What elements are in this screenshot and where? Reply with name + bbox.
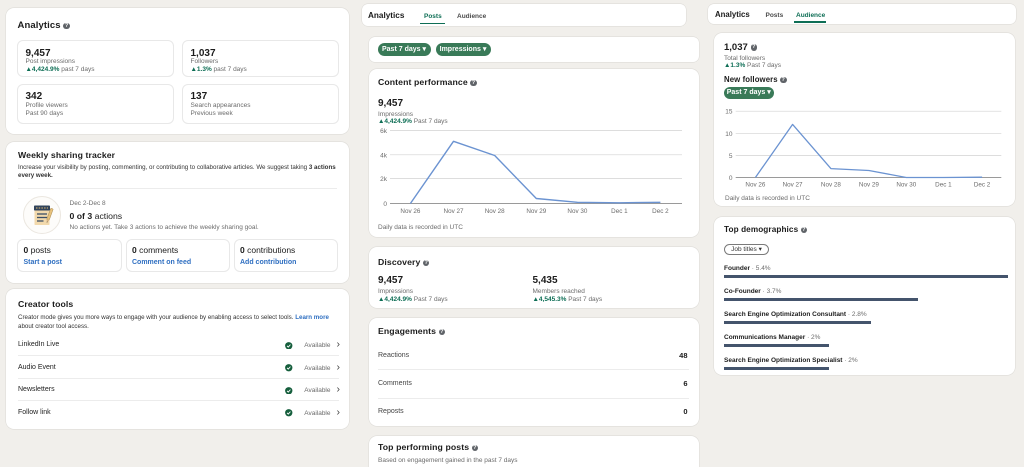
svg-text:15: 15 — [725, 109, 733, 116]
svg-text:Nov 28: Nov 28 — [484, 208, 504, 215]
svg-text:Dec 1: Dec 1 — [611, 208, 628, 215]
svg-text:Nov 29: Nov 29 — [526, 208, 546, 215]
svg-text:10: 10 — [725, 131, 733, 138]
svg-text:Nov 28: Nov 28 — [821, 182, 841, 189]
svg-text:0: 0 — [383, 201, 387, 208]
svg-text:Dec 1: Dec 1 — [935, 182, 952, 189]
svg-text:Dec 2: Dec 2 — [652, 208, 669, 215]
svg-text:6k: 6k — [380, 128, 388, 135]
svg-text:Nov 26: Nov 26 — [745, 182, 765, 189]
svg-text:Nov 26: Nov 26 — [400, 208, 420, 215]
svg-text:Nov 30: Nov 30 — [567, 208, 587, 215]
svg-text:Dec 2: Dec 2 — [974, 182, 991, 189]
svg-text:Nov 27: Nov 27 — [443, 208, 463, 215]
svg-text:Nov 30: Nov 30 — [896, 182, 916, 189]
svg-text:5: 5 — [729, 153, 733, 160]
svg-text:2k: 2k — [380, 176, 388, 183]
svg-text:0: 0 — [729, 175, 733, 182]
svg-text:4k: 4k — [380, 152, 388, 159]
svg-text:Nov 27: Nov 27 — [783, 182, 803, 189]
svg-text:Nov 29: Nov 29 — [859, 182, 879, 189]
